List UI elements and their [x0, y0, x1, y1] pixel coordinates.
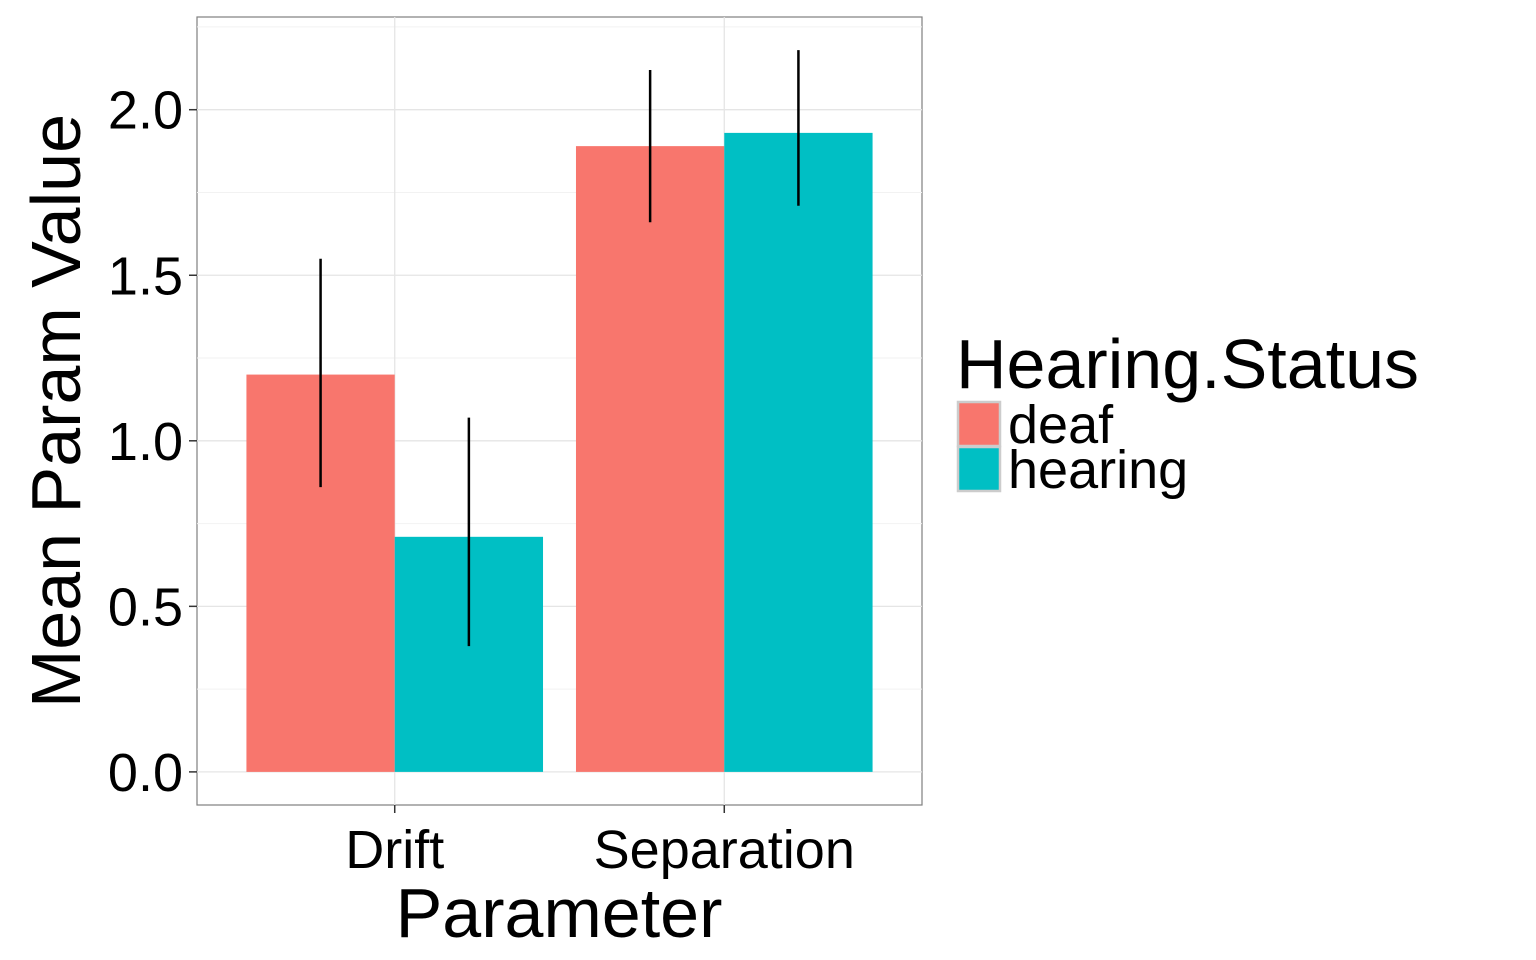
y-axis-title: Mean Param Value: [17, 114, 95, 708]
y-tick-label: 2.0: [108, 81, 183, 141]
x-tick-label: Drift: [345, 820, 444, 880]
bar-deaf-separation: [575, 146, 725, 772]
legend-key-hearing: [956, 445, 1002, 493]
y-axis-ticks: 0.0 0.5 1.0 1.5 2.0: [108, 81, 197, 803]
legend-key-deaf: [956, 400, 1002, 448]
legend-title: Hearing.Status: [956, 325, 1419, 403]
legend-label-hearing: hearing: [1008, 440, 1188, 500]
error-bars-group: [319, 50, 800, 647]
x-tick-label: Separation: [594, 820, 855, 880]
x-axis-ticks: Drift Separation: [345, 805, 855, 880]
legend-label-deaf: deaf: [1008, 395, 1114, 455]
y-tick-label: 1.0: [108, 412, 183, 472]
y-tick-label: 0.0: [108, 743, 183, 803]
y-tick-label: 0.5: [108, 577, 183, 637]
x-axis-title: Parameter: [396, 874, 723, 952]
y-tick-label: 1.5: [108, 246, 183, 306]
bar-hearing-separation: [724, 132, 873, 772]
